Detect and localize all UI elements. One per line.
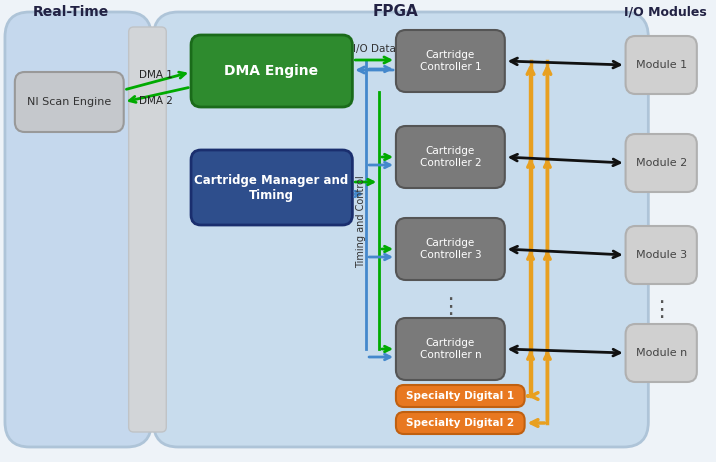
Text: Real-Time: Real-Time	[33, 5, 110, 19]
Text: Module 2: Module 2	[636, 158, 687, 168]
Text: Specialty Digital 2: Specialty Digital 2	[406, 418, 514, 428]
Text: Cartridge
Controller 3: Cartridge Controller 3	[420, 238, 481, 260]
Text: Module 1: Module 1	[636, 60, 687, 70]
Text: ⋮: ⋮	[650, 300, 672, 320]
FancyBboxPatch shape	[396, 126, 505, 188]
FancyBboxPatch shape	[5, 12, 152, 447]
Text: Cartridge
Controller 2: Cartridge Controller 2	[420, 146, 481, 168]
FancyBboxPatch shape	[396, 218, 505, 280]
Text: NI Scan Engine: NI Scan Engine	[27, 97, 112, 107]
FancyBboxPatch shape	[626, 226, 697, 284]
Text: FPGA: FPGA	[373, 5, 419, 19]
Text: DMA 2: DMA 2	[140, 96, 173, 106]
FancyBboxPatch shape	[626, 324, 697, 382]
Text: Timing and Control: Timing and Control	[357, 176, 367, 268]
Text: I/O Data: I/O Data	[353, 44, 396, 54]
FancyBboxPatch shape	[396, 30, 505, 92]
Text: Module 3: Module 3	[636, 250, 687, 260]
Text: Specialty Digital 1: Specialty Digital 1	[406, 391, 514, 401]
FancyBboxPatch shape	[153, 12, 649, 447]
FancyBboxPatch shape	[396, 318, 505, 380]
Text: Cartridge Manager and
Timing: Cartridge Manager and Timing	[194, 174, 349, 202]
FancyBboxPatch shape	[396, 385, 525, 407]
Text: Module n: Module n	[636, 348, 687, 358]
Text: ⋮: ⋮	[439, 297, 462, 317]
Text: I/O Modules: I/O Modules	[624, 6, 707, 18]
FancyBboxPatch shape	[15, 72, 124, 132]
Text: Cartridge
Controller 1: Cartridge Controller 1	[420, 50, 481, 72]
Text: DMA 1: DMA 1	[140, 70, 173, 80]
FancyBboxPatch shape	[626, 36, 697, 94]
FancyBboxPatch shape	[396, 412, 525, 434]
FancyBboxPatch shape	[191, 35, 352, 107]
FancyBboxPatch shape	[626, 134, 697, 192]
Text: DMA Engine: DMA Engine	[224, 64, 319, 78]
FancyBboxPatch shape	[191, 150, 352, 225]
Text: Cartridge
Controller n: Cartridge Controller n	[420, 338, 481, 360]
FancyBboxPatch shape	[129, 27, 166, 432]
